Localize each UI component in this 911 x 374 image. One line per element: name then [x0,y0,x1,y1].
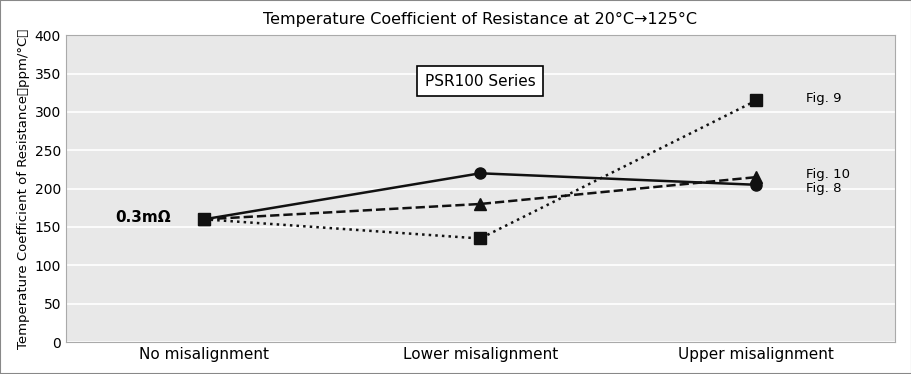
Text: PSR100 Series: PSR100 Series [425,74,535,89]
Y-axis label: Temperature Coefficient of Resistance（ppm/°C）: Temperature Coefficient of Resistance（pp… [17,28,30,349]
Title: Temperature Coefficient of Resistance at 20°C→125°C: Temperature Coefficient of Resistance at… [263,12,696,27]
Text: Fig. 10: Fig. 10 [805,168,849,181]
Text: Fig. 8: Fig. 8 [805,182,841,195]
Text: 0.3mΩ: 0.3mΩ [116,210,171,225]
Text: Fig. 9: Fig. 9 [805,92,841,105]
